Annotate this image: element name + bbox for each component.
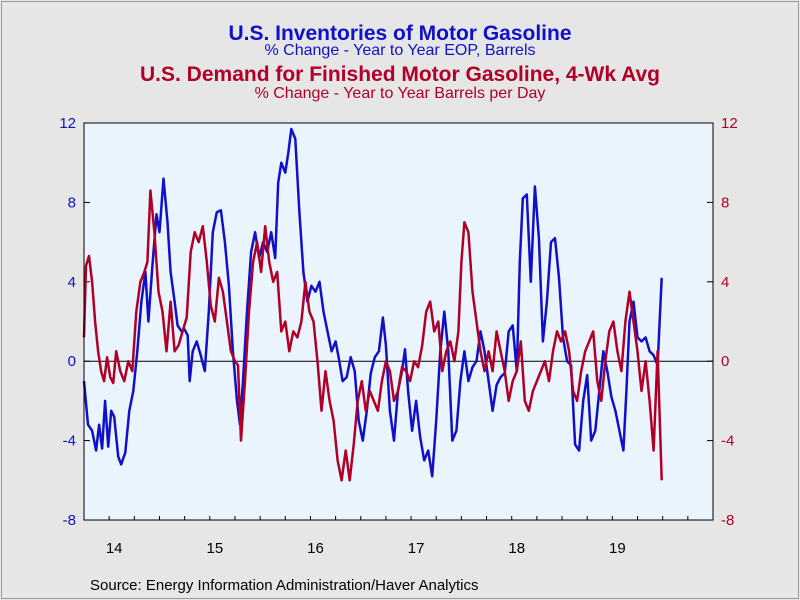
chart-subtitle-red: % Change - Year to Year Barrels per Day (254, 85, 546, 102)
y-tick-label-left: 0 (68, 353, 76, 370)
y-tick-label-right: 4 (721, 274, 729, 291)
chart-subtitle-blue: % Change - Year to Year EOP, Barrels (264, 42, 536, 59)
inventories-series-line (82, 127, 663, 478)
y-tick-label-right: 0 (721, 353, 729, 370)
chart-title-red: U.S. Demand for Finished Motor Gasoline,… (140, 63, 660, 86)
y-tick-label-right: 12 (721, 115, 738, 132)
chart-title-blue: U.S. Inventories of Motor Gasoline (228, 22, 572, 45)
y-tick-label-left: 4 (68, 274, 76, 291)
x-tick-label: 14 (106, 540, 123, 557)
plot-area (83, 122, 714, 521)
y-tick-label-right: 8 (721, 194, 729, 211)
source-note: Source: Energy Information Administratio… (90, 577, 479, 594)
x-tick-label: 19 (609, 540, 626, 557)
y-tick-label-left: -8 (63, 512, 76, 529)
y-tick-label-right: -4 (721, 433, 734, 450)
x-tick-label: 16 (307, 540, 324, 557)
x-tick-label: 15 (206, 540, 223, 557)
x-tick-label: 18 (508, 540, 525, 557)
x-tick-label: 17 (408, 540, 425, 557)
y-tick-label-left: 12 (59, 115, 76, 132)
demand-series-line (82, 189, 663, 482)
plot-border (83, 122, 714, 521)
y-tick-label-left: -4 (63, 433, 76, 450)
y-tick-label-right: -8 (721, 512, 734, 529)
y-tick-label-left: 8 (68, 194, 76, 211)
